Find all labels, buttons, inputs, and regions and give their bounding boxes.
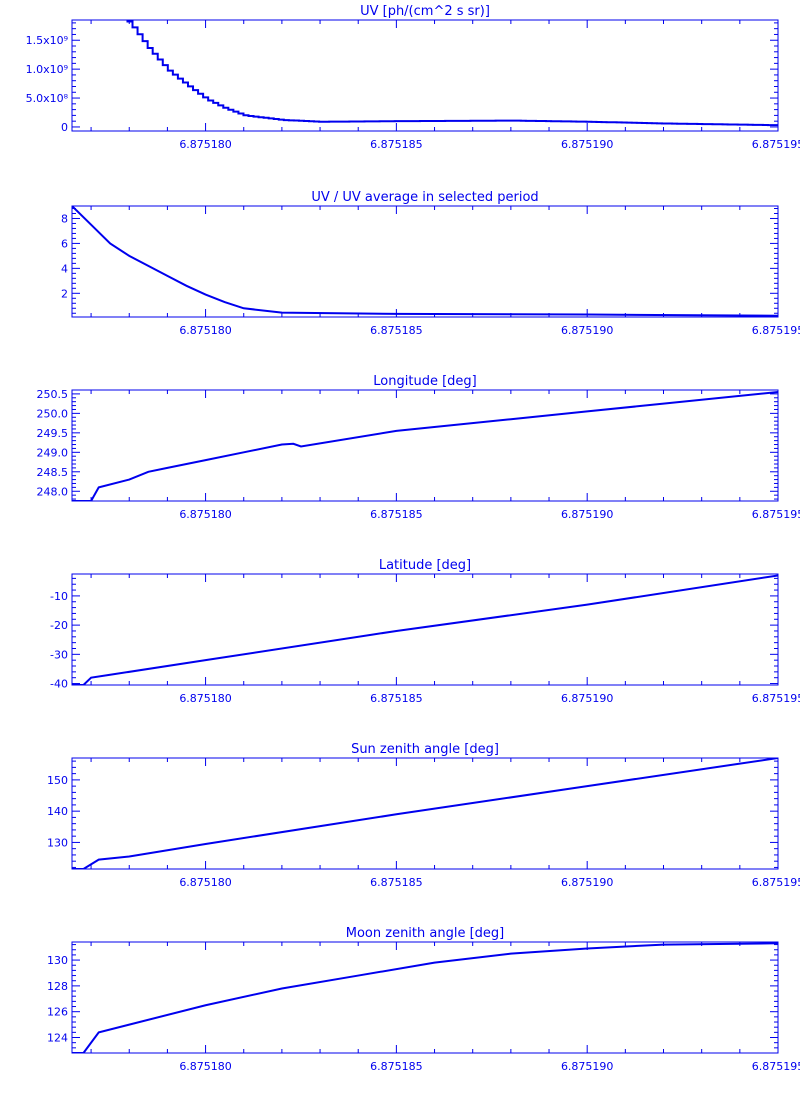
x-tick-label: 6.875195 — [752, 1060, 800, 1073]
x-tick-label: 6.875180 — [179, 138, 232, 151]
x-tick-label: 6.875190 — [561, 508, 614, 521]
x-tick-label: 6.875195 — [752, 876, 800, 889]
x-tick-label: 6.875190 — [561, 1060, 614, 1073]
x-tick-label: 6.875180 — [179, 508, 232, 521]
chart-panel-6: Moon zenith angle [deg] 6.875180 6.875185 6… — [47, 926, 800, 1073]
x-tick-label: 6.875190 — [561, 876, 614, 889]
y-tick-label: 0 — [61, 121, 68, 134]
y-tick-label: 248.5 — [37, 466, 69, 479]
y-tick-label: 5.0x10⁸ — [26, 92, 69, 105]
chart-panel-3: Longitude [deg] 6.875180 6.875185 6.875190 6… — [37, 374, 800, 521]
plot-frame — [72, 942, 778, 1053]
chart-title: Moon zenith angle [deg] — [346, 926, 504, 941]
chart-panel-2: UV / UV average in selected period 6.8751… — [61, 190, 800, 337]
x-tick-label: 6.875180 — [179, 324, 232, 337]
x-tick-label: 6.875180 — [179, 876, 232, 889]
x-tick-label: 6.875190 — [561, 692, 614, 705]
chart-title: UV [ph/(cm^2 s sr)] — [360, 4, 490, 19]
series-line-1 — [72, 575, 778, 685]
plot-frame — [72, 206, 778, 317]
y-tick-label: 4 — [61, 262, 68, 275]
chart-title: Longitude [deg] — [373, 374, 476, 389]
y-tick-label: 8 — [61, 212, 68, 225]
x-tick-label: 6.875195 — [752, 138, 800, 151]
chart-title: Latitude [deg] — [379, 558, 471, 573]
chart-panel-5: Sun zenith angle [deg] 6.875180 6.875185 6.… — [47, 742, 800, 889]
y-tick-label: 150 — [47, 774, 68, 787]
y-tick-label: 128 — [47, 980, 68, 993]
y-tick-label: 130 — [47, 954, 68, 967]
chart-title: Sun zenith angle [deg] — [351, 742, 499, 757]
y-tick-label: 1.0x10⁹ — [26, 63, 68, 76]
chart-panel-1: UV [ph/(cm^2 s sr)] 6.875180 6.875185 6.875… — [26, 0, 800, 151]
x-tick-label: 6.875190 — [561, 324, 614, 337]
y-tick-label: 140 — [47, 805, 68, 818]
plot-frame — [72, 390, 778, 501]
y-tick-label: 249.5 — [37, 427, 69, 440]
x-tick-label: 6.875180 — [179, 692, 232, 705]
y-tick-label: 130 — [47, 836, 68, 849]
x-tick-label: 6.875190 — [561, 138, 614, 151]
plot-frame — [72, 758, 778, 869]
x-tick-label: 6.875185 — [370, 508, 423, 521]
series-line-1 — [72, 758, 778, 869]
x-tick-label: 6.875185 — [370, 138, 423, 151]
x-tick-label: 6.875185 — [370, 1060, 423, 1073]
y-tick-label: -20 — [50, 619, 68, 632]
x-tick-label: 6.875185 — [370, 324, 423, 337]
x-tick-label: 6.875195 — [752, 324, 800, 337]
y-tick-label: 249.0 — [37, 446, 69, 459]
y-tick-label: 2 — [61, 287, 68, 300]
x-tick-label: 6.875185 — [370, 692, 423, 705]
y-tick-label: 248.0 — [37, 485, 69, 498]
series-line-1 — [72, 206, 778, 316]
y-tick-label: 126 — [47, 1006, 68, 1019]
y-tick-label: -10 — [50, 590, 68, 603]
y-tick-label: 1.5x10⁹ — [26, 34, 68, 47]
x-tick-label: 6.875180 — [179, 1060, 232, 1073]
y-tick-label: 250.5 — [37, 388, 69, 401]
x-tick-label: 6.875185 — [370, 876, 423, 889]
chart-panel-4: Latitude [deg] 6.875180 6.875185 6.875190 6.… — [50, 558, 800, 705]
y-tick-label: 250.0 — [37, 407, 69, 420]
series-line-1 — [72, 943, 778, 1053]
y-tick-label: -30 — [50, 648, 68, 661]
y-tick-label: 6 — [61, 237, 68, 250]
chart-title: UV / UV average in selected period — [311, 190, 538, 205]
x-tick-label: 6.875195 — [752, 508, 800, 521]
y-tick-label: -40 — [50, 678, 68, 691]
plot-frame — [72, 574, 778, 685]
x-tick-label: 6.875195 — [752, 692, 800, 705]
y-tick-label: 124 — [47, 1032, 68, 1045]
series-line-1 — [72, 392, 778, 501]
